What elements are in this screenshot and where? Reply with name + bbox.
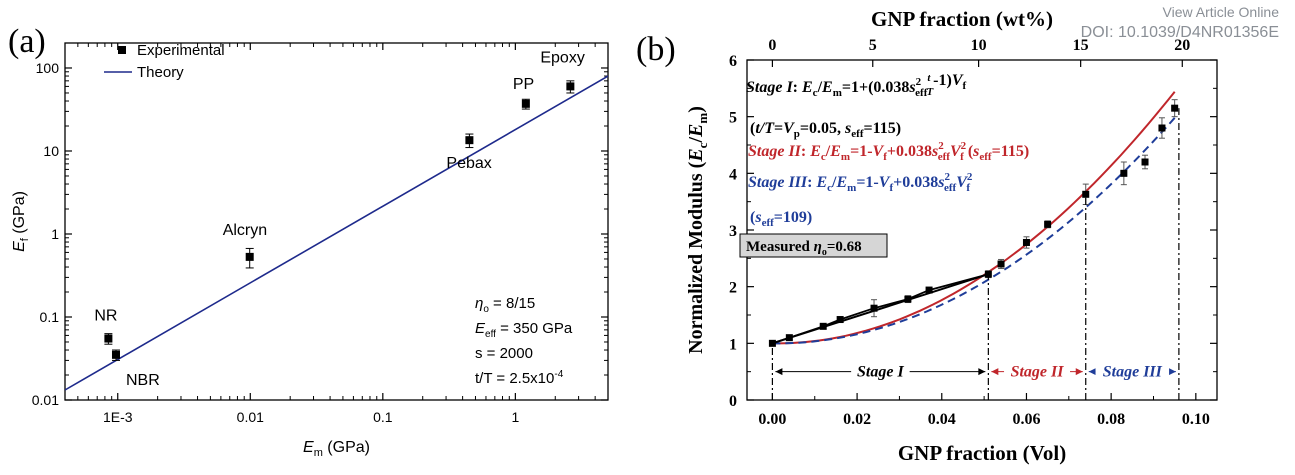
data-point-a (566, 82, 575, 91)
data-point-b (997, 260, 1005, 268)
x-tick-label-a: 0.1 (373, 409, 393, 425)
top-tick-label-b: 15 (1073, 37, 1089, 54)
y-tick-label-b: 5 (729, 110, 737, 127)
data-point-a (104, 334, 113, 343)
y-tick-label-a: 100 (36, 60, 60, 76)
stage3-curve (772, 117, 1176, 345)
y-tick-label-b: 1 (729, 336, 737, 353)
stage-label-bg (1004, 361, 1071, 380)
stage-arrow-head-left (1088, 368, 1096, 376)
y-axis-label-b: Normalized Modulus (Ec/Em) (685, 106, 710, 354)
stage-label-bg (1095, 361, 1170, 380)
annotation-eta: ηo = 8/15 (475, 295, 535, 315)
y-tick-label-a: 1 (51, 226, 59, 242)
annotation-stage3-param: (seff=109) (750, 209, 812, 229)
data-point-b (925, 286, 933, 294)
y-tick-label-b: 0 (729, 393, 737, 410)
panel-label-a: (a) (8, 23, 46, 60)
panel-label-b: (b) (636, 31, 676, 68)
annotation-tt: t/T = 2.5x10-4 (475, 369, 564, 387)
y-tick-label-b: 2 (729, 280, 737, 297)
x-tick-label-b: 0.06 (1012, 411, 1040, 428)
stage-arrow-head-right (1075, 368, 1083, 376)
measured-box (739, 233, 888, 258)
panel-a-chart: (a) 1E-3 0.01 0.1 1 0.01 0.1 1 10 100 Em (GPa) Ef (… (8, 23, 609, 459)
y-tick-label-b: 4 (729, 166, 737, 183)
y-tick-label-a: 0.1 (40, 309, 60, 325)
annotation-params: (t/T=Vp=0.05, seff=115) (750, 120, 901, 140)
doi-link[interactable]: DOI: 10.1039/D4NR01356E (1080, 24, 1279, 41)
annotation-s: s = 2000 (475, 345, 533, 362)
top-tick-label-b: 20 (1174, 37, 1190, 54)
stage-label: Stage I (857, 364, 904, 381)
y-tick-label-b: 3 (729, 223, 737, 240)
data-point-b (870, 304, 878, 312)
stage-label: Stage II (1011, 364, 1065, 381)
legend-label-theory: Theory (137, 64, 184, 81)
x-tick-label-a: 1E-3 (103, 409, 133, 425)
theory-line-a (65, 75, 608, 391)
point-label-a: Epoxy (540, 49, 584, 66)
y-tick-label-b: 6 (729, 53, 737, 70)
data-point-b (1171, 104, 1179, 112)
x-tick-label-b: 0.00 (758, 411, 786, 428)
stage-arrow-head-right (1168, 368, 1176, 376)
data-point-b (1120, 169, 1128, 177)
data-point-a (111, 350, 120, 359)
data-point-b (819, 322, 827, 330)
data-point-a (521, 99, 530, 108)
data-point-b (1158, 124, 1166, 132)
annotation-stage1: Stage I: Ec/Em=1+(0.038s2 efft T-1)Vf (746, 72, 967, 99)
data-point-a (245, 252, 254, 261)
measured-box-text: Measured ηo=0.68 (746, 239, 862, 258)
x-axis-label-a: Em (GPa) (303, 439, 370, 459)
stage1-data-line (772, 273, 989, 345)
x-tick-label-a: 0.01 (237, 409, 264, 425)
x-tick-label-a: 1 (511, 409, 519, 425)
data-point-b (836, 316, 844, 324)
legend-marker-experimental (118, 46, 126, 54)
top-tick-label-b: 10 (971, 37, 987, 54)
point-label-a: PP (513, 76, 534, 93)
y-tick-label-a: 10 (43, 143, 59, 159)
x-tick-label-b: 0.08 (1097, 411, 1125, 428)
x-tick-label-b: 0.04 (928, 411, 956, 428)
data-point-b (1022, 238, 1030, 246)
plot-frame-a (64, 42, 609, 401)
stage-arrow-head-left (991, 368, 999, 376)
stage-label: Stage III (1103, 364, 1163, 381)
y-axis-label-a: Ef (GPa) (11, 191, 31, 252)
stage-label-bg (851, 361, 910, 380)
view-article-link[interactable]: View Article Online (1162, 4, 1279, 20)
annotation-eeff: Eeff = 350 GPa (475, 320, 573, 340)
point-label-a: NBR (126, 372, 160, 389)
top-tick-label-b: 5 (869, 37, 877, 54)
data-point-b (1044, 220, 1052, 228)
x-tick-label-b: 0.10 (1182, 411, 1210, 428)
panel-b-chart: (b) 0.00 0.02 0.04 0.06 0.08 0.10 0 5 10 15 20 0 1 2 3 4… (636, 7, 1218, 465)
data-point-b (1141, 158, 1149, 166)
data-point-a (465, 136, 474, 145)
annotation-stage2: Stage II: Ec/Em=1-Vf+0.038s2 effV2 f (seff… (748, 140, 1029, 163)
annotation-stage3: Stage III: Ec/Em=1-Vf+0.038s2 effV2 f (748, 171, 973, 194)
top-axis-label-b: GNP fraction (wt%) (871, 7, 1053, 31)
y-tick-label-a: 0.01 (32, 392, 59, 408)
stage-arrow-head-right (978, 368, 986, 376)
x-axis-label-b: GNP fraction (Vol) (898, 441, 1066, 465)
point-label-a: Pebax (446, 155, 491, 172)
data-point-b (904, 295, 912, 303)
legend-label-experimental: Experimental (137, 42, 225, 59)
stage-arrow-head-left (775, 368, 783, 376)
data-point-b (785, 334, 793, 342)
x-tick-label-b: 0.02 (843, 411, 871, 428)
top-tick-label-b: 0 (768, 37, 776, 54)
point-label-a: NR (94, 308, 117, 325)
plot-frame-b (746, 59, 1218, 401)
point-label-a: Alcryn (223, 222, 267, 239)
